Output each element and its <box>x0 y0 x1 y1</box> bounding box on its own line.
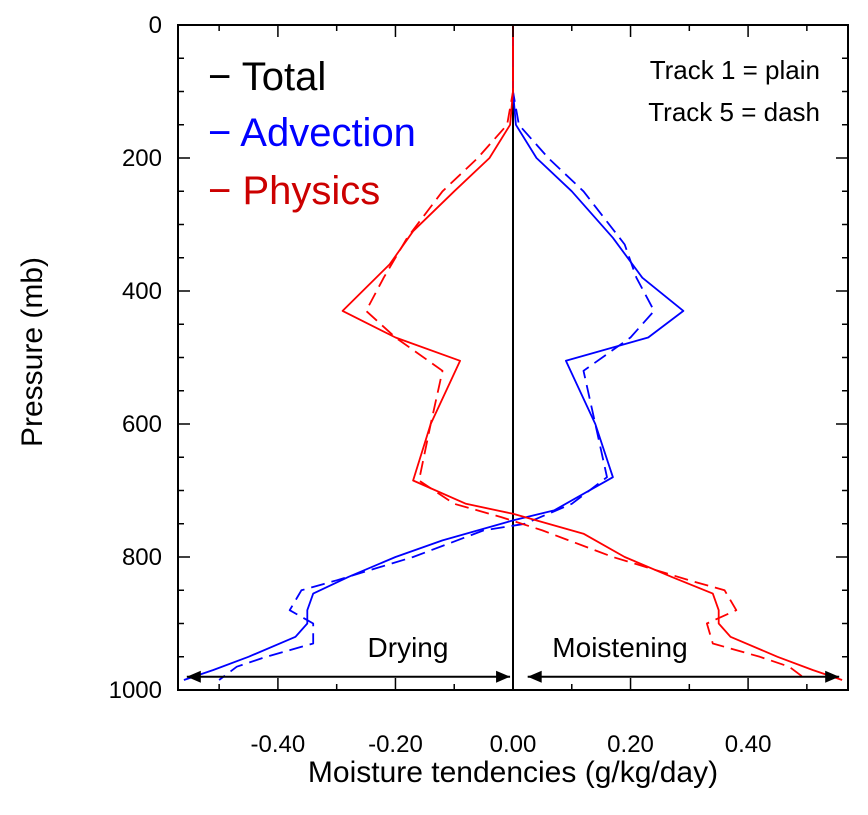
legend-entry-physics: − Physics <box>208 169 380 213</box>
y-tick-label: 0 <box>149 12 162 39</box>
axes-group <box>177 24 849 691</box>
legend: − Total − Advection − Physics <box>208 55 416 213</box>
y-tick-label: 200 <box>122 145 162 172</box>
moistening-arrow-head-1 <box>825 670 840 683</box>
y-axis-title: Pressure (mb) <box>16 257 49 447</box>
tick-labels-group: -0.40 -0.20 0.00 0.20 0.40 0 200 400 600 800 1000 <box>109 12 772 758</box>
series-line-physics-track-1 <box>341 25 843 681</box>
drying-arrow-head-0 <box>496 670 511 683</box>
x-tick-label: 0.20 <box>607 731 654 758</box>
drying-arrow-head-1 <box>186 670 201 683</box>
series-line-advection-track-1 <box>183 25 685 681</box>
legend-entry-advection: − Advection <box>208 111 416 155</box>
x-axis-title: Moisture tendencies (g/kg/day) <box>308 756 718 789</box>
legend-entry-total: − Total <box>208 55 326 99</box>
series-line-advection-track-5 <box>218 25 655 681</box>
drying-label: Drying <box>368 632 449 663</box>
x-tick-label: -0.40 <box>251 731 306 758</box>
track-note: Track 1 = plain Track 5 = dash <box>648 55 820 127</box>
x-tick-label: 0.40 <box>725 731 772 758</box>
annotation-group <box>186 670 840 683</box>
track-note-line-1: Track 1 = plain <box>650 55 820 85</box>
track-note-line-2: Track 5 = dash <box>648 97 820 127</box>
y-tick-label: 1000 <box>109 677 162 704</box>
y-tick-label: 600 <box>122 411 162 438</box>
x-tick-label: -0.20 <box>368 731 423 758</box>
x-tick-label: 0.00 <box>490 731 537 758</box>
series-line-physics-track-5 <box>365 25 808 681</box>
series-group <box>183 25 843 690</box>
moistening-label: Moistening <box>552 632 687 663</box>
y-tick-label: 800 <box>122 544 162 571</box>
y-tick-label: 400 <box>122 278 162 305</box>
moistening-arrow-head-0 <box>527 670 542 683</box>
